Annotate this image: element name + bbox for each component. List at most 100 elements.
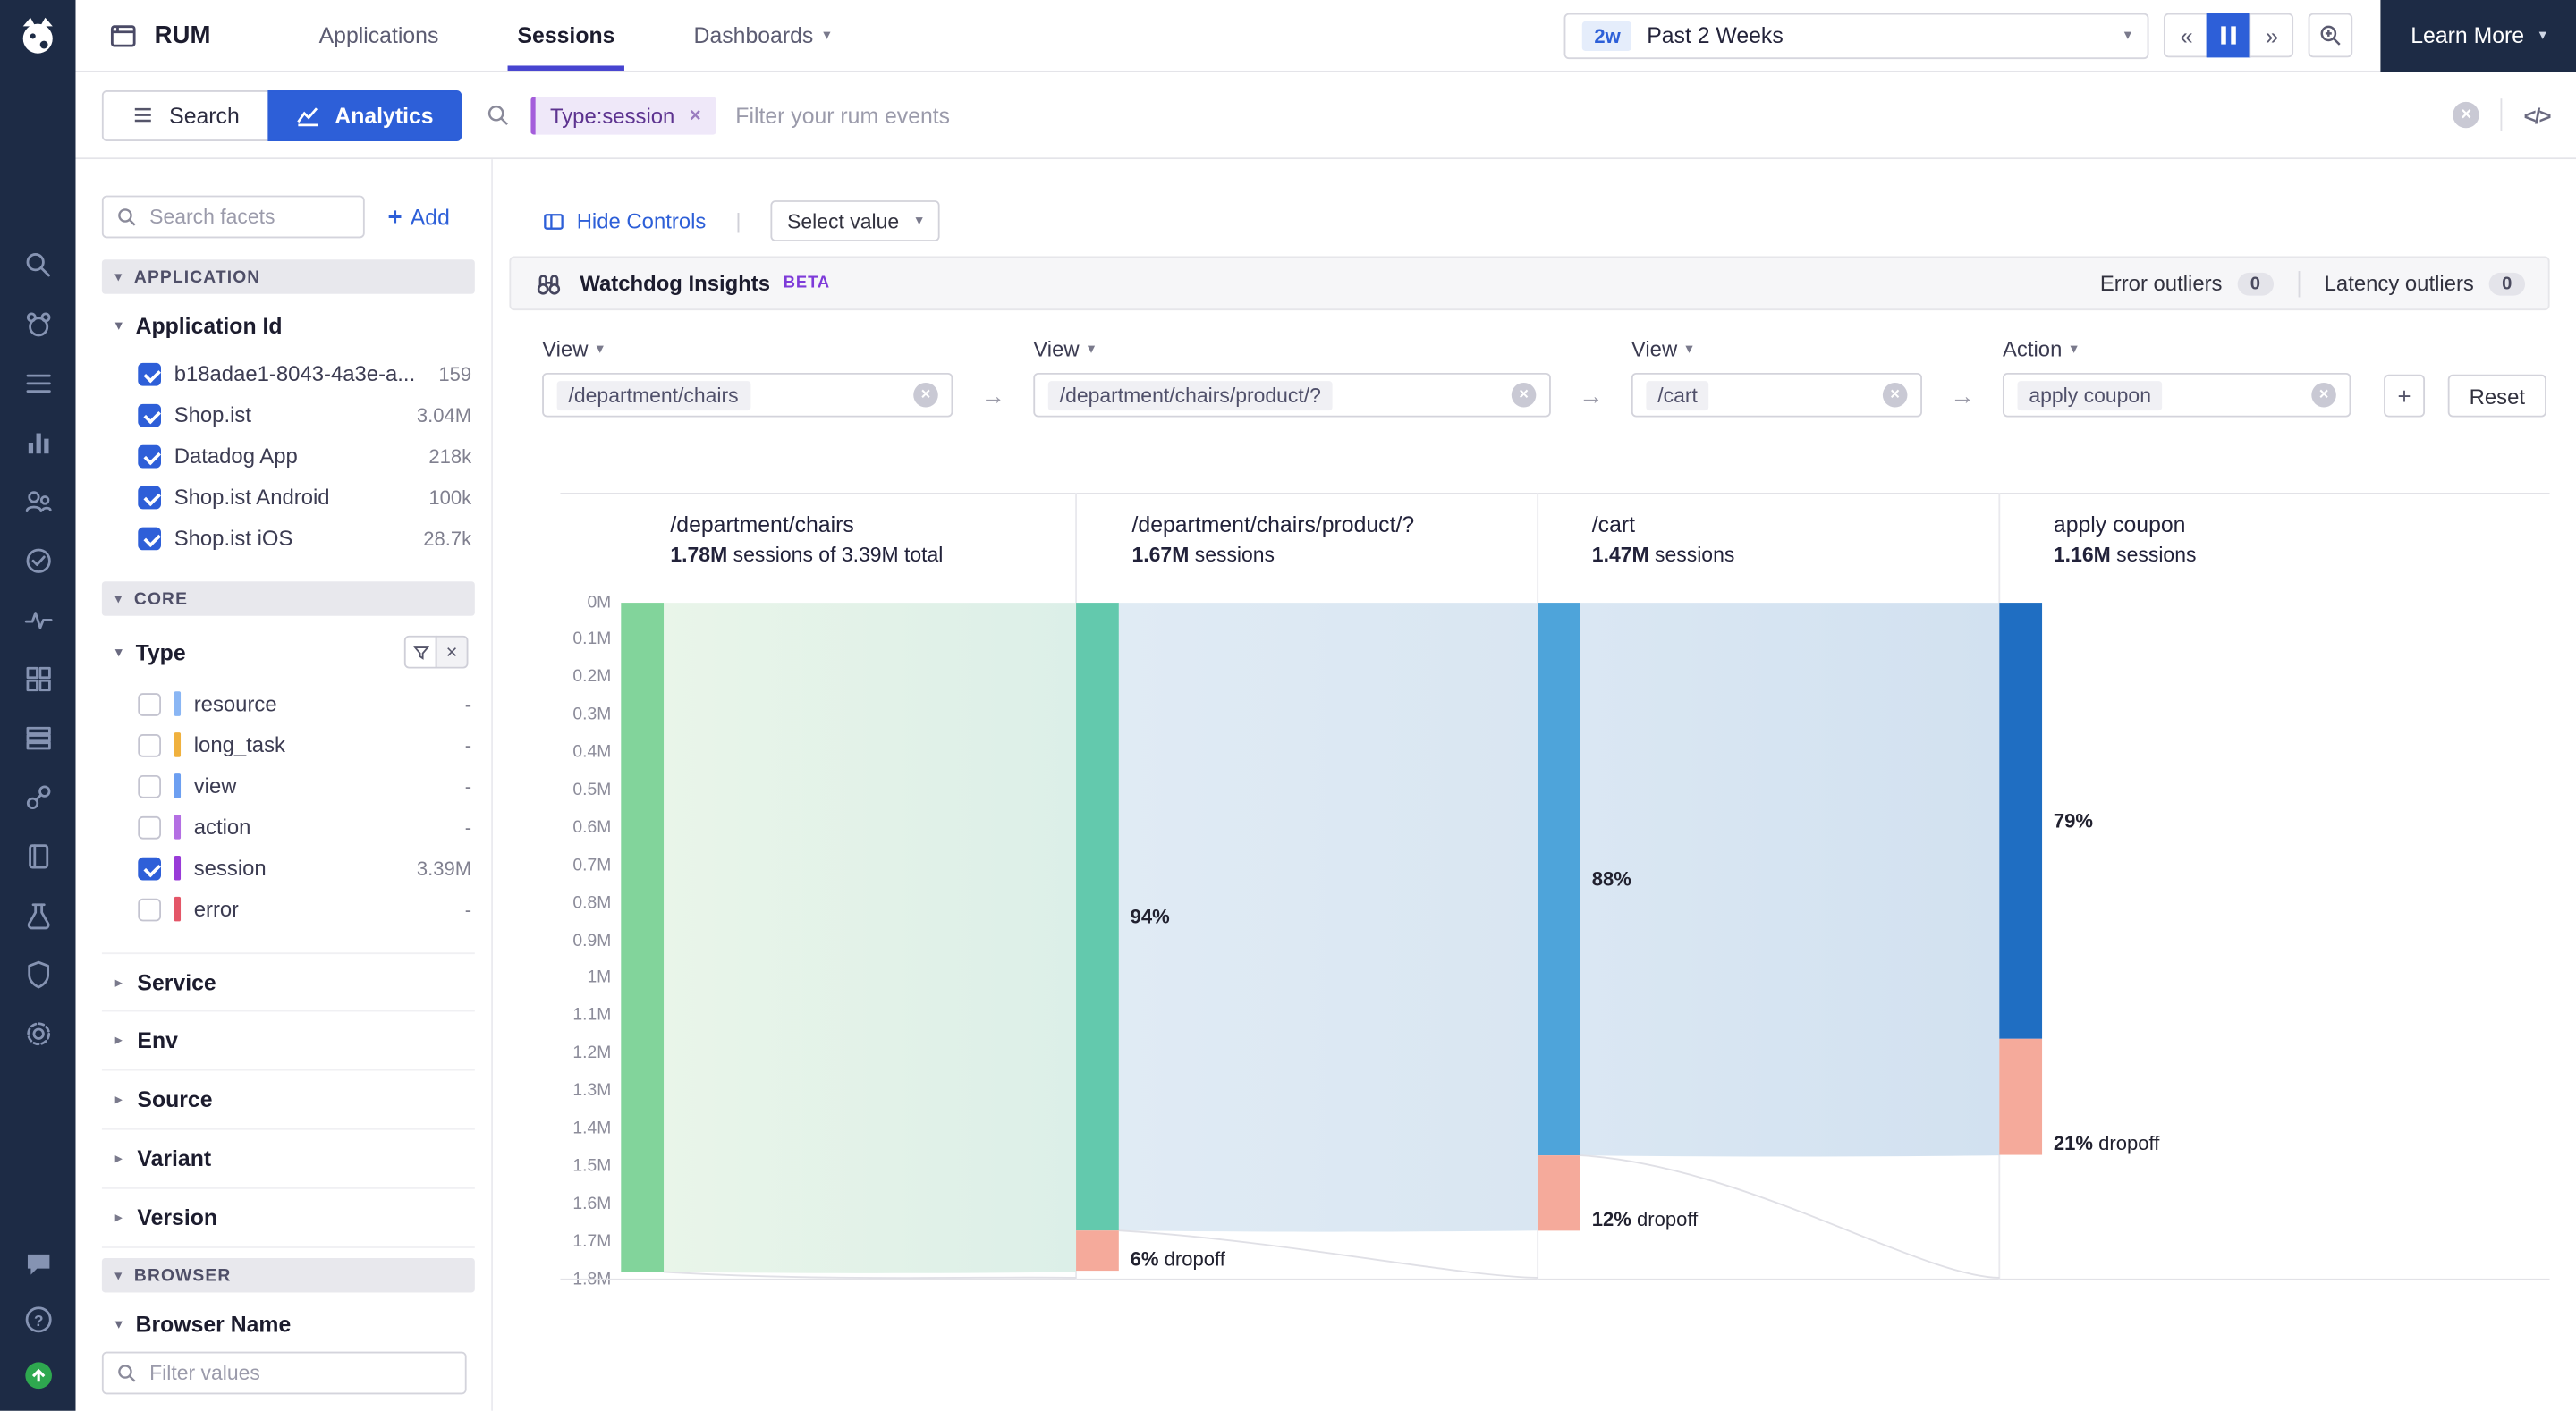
select-value-dropdown[interactable]: Select value ▾ <box>770 200 940 241</box>
checkbox[interactable] <box>138 444 161 468</box>
facet-group-version[interactable]: ▸ Version <box>101 1189 475 1248</box>
reset-button[interactable]: Reset <box>2447 374 2546 418</box>
status-icon[interactable] <box>22 1360 54 1391</box>
chat-icon[interactable] <box>22 1248 54 1280</box>
facet-item-application[interactable]: Shop.ist Android 100k <box>102 477 475 518</box>
filter-pill-type-session[interactable]: Type:session × <box>530 96 716 134</box>
facet-item-type[interactable]: session 3.39M <box>102 848 475 889</box>
checkbox[interactable] <box>138 692 161 715</box>
funnel-bar-step2[interactable] <box>1076 603 1119 1231</box>
add-facet-button[interactable]: + Add <box>387 202 450 232</box>
metrics-icon[interactable] <box>22 427 54 459</box>
facet-group-variant[interactable]: ▸ Variant <box>101 1130 475 1189</box>
security-icon[interactable] <box>22 959 54 991</box>
tab-search[interactable]: Search <box>101 89 269 141</box>
nav-sessions[interactable]: Sessions <box>478 0 654 71</box>
events-list-icon[interactable] <box>22 368 54 399</box>
dropoff-bar-step3[interactable] <box>1538 1155 1580 1231</box>
learn-more-button[interactable]: Learn More ▾ <box>2381 0 2576 72</box>
checkbox[interactable] <box>138 485 161 509</box>
facet-group-source[interactable]: ▸ Source <box>101 1071 475 1130</box>
zoom-search-button[interactable] <box>2309 13 2353 58</box>
error-outliers-link[interactable]: Error outliers <box>2099 271 2223 296</box>
rum-events-filter-input[interactable]: Type:session × Filter your rum events × … <box>486 96 2552 134</box>
clear-filter-button[interactable]: × <box>435 635 469 669</box>
facet-group-type[interactable]: ▾ Type × <box>102 635 475 669</box>
watchdog-icon[interactable] <box>22 308 54 340</box>
clear-query-icon[interactable]: × <box>2453 101 2480 129</box>
watchdog-insights-bar[interactable]: Watchdog Insights BETA Error outliers 0 … <box>509 256 2550 311</box>
apm-icon[interactable] <box>22 604 54 636</box>
checkbox[interactable] <box>138 526 161 550</box>
facet-search-input[interactable] <box>149 205 331 229</box>
step-type-dropdown[interactable]: View ▾ <box>1631 336 1693 362</box>
step-type-dropdown[interactable]: View ▾ <box>542 336 604 362</box>
facet-item-type[interactable]: action - <box>102 807 475 848</box>
rewind-button[interactable]: « <box>2164 13 2209 58</box>
facet-group-env[interactable]: ▸ Env <box>101 1011 475 1071</box>
section-core[interactable]: ▾ CORE <box>101 581 475 616</box>
facet-group-service[interactable]: ▸ Service <box>101 952 475 1012</box>
nav-applications[interactable]: Applications <box>318 22 439 48</box>
checkbox[interactable] <box>138 362 161 385</box>
datadog-logo[interactable] <box>13 12 63 61</box>
facet-group-browser-name[interactable]: ▾ Browser Name <box>114 1312 292 1338</box>
section-application[interactable]: ▾ APPLICATION <box>101 259 475 294</box>
time-range-picker[interactable]: 2w Past 2 Weeks ▾ <box>1564 12 2150 59</box>
browser-filter-box[interactable] <box>101 1351 467 1395</box>
step-value-input[interactable]: /department/chairs × <box>542 372 953 418</box>
checkbox[interactable] <box>138 733 161 756</box>
facet-item-type[interactable]: resource - <box>102 683 475 724</box>
close-icon[interactable]: × <box>689 103 701 127</box>
facet-search-box[interactable] <box>101 195 365 239</box>
infrastructure-icon[interactable] <box>22 722 54 754</box>
integrations-icon[interactable] <box>22 663 54 695</box>
facet-item-type[interactable]: error - <box>102 889 475 930</box>
checkbox[interactable] <box>138 815 161 839</box>
section-browser[interactable]: ▾ BROWSER <box>101 1257 475 1293</box>
facet-item-application[interactable]: Shop.ist 3.04M <box>102 394 475 435</box>
synthetics-icon[interactable] <box>22 900 54 932</box>
step-value-input[interactable]: apply coupon × <box>2002 372 2351 418</box>
help-icon[interactable]: ? <box>22 1304 54 1335</box>
clear-step-icon[interactable]: × <box>1882 382 1908 408</box>
code-view-icon[interactable]: </> <box>2523 102 2552 128</box>
clear-step-icon[interactable]: × <box>913 382 938 408</box>
clear-step-icon[interactable]: × <box>1511 382 1537 408</box>
organization-icon[interactable] <box>22 486 54 518</box>
checkbox[interactable] <box>138 897 161 921</box>
forward-button[interactable]: » <box>2250 13 2294 58</box>
facet-item-application[interactable]: Datadog App 218k <box>102 435 475 477</box>
add-step-button[interactable]: + <box>2384 374 2426 418</box>
hide-controls-button[interactable]: Hide Controls <box>542 208 706 233</box>
browser-filter-input[interactable] <box>149 1361 331 1385</box>
tab-analytics[interactable]: Analytics <box>267 89 462 141</box>
funnel-bar-step3[interactable] <box>1538 603 1580 1156</box>
dropoff-bar-step2[interactable] <box>1076 1230 1119 1272</box>
step-value-input[interactable]: /cart × <box>1631 372 1922 418</box>
clear-step-icon[interactable]: × <box>2311 382 2336 408</box>
checkbox[interactable] <box>138 402 161 427</box>
facet-item-application[interactable]: b18adae1-8043-4a3e-a... 159 <box>102 353 475 394</box>
latency-outliers-link[interactable]: Latency outliers <box>2324 271 2474 296</box>
facet-item-type[interactable]: view - <box>102 765 475 807</box>
network-icon[interactable] <box>22 782 54 813</box>
step-type-dropdown[interactable]: View ▾ <box>1033 336 1096 362</box>
ci-icon[interactable] <box>22 545 54 577</box>
filter-funnel-button[interactable] <box>403 635 437 669</box>
facet-item-type[interactable]: long_task - <box>102 724 475 765</box>
search-icon[interactable] <box>22 249 54 281</box>
pause-button[interactable] <box>2207 13 2252 58</box>
settings-gear-icon[interactable] <box>22 1018 54 1050</box>
funnel-bar-step4[interactable] <box>1999 603 2043 1039</box>
step-value-input[interactable]: /department/chairs/product/? × <box>1033 372 1551 418</box>
step-type-dropdown[interactable]: Action ▾ <box>2002 336 2078 362</box>
dropoff-bar-step4[interactable] <box>1999 1038 2043 1155</box>
funnel-bar-step1[interactable] <box>621 603 665 1272</box>
facet-group-application-id[interactable]: ▾ Application Id <box>114 313 283 339</box>
facet-item-application[interactable]: Shop.ist iOS 28.7k <box>102 518 475 559</box>
notebooks-icon[interactable] <box>22 841 54 872</box>
checkbox[interactable] <box>138 774 161 798</box>
checkbox[interactable] <box>138 856 161 880</box>
nav-dashboards[interactable]: Dashboards ▾ <box>693 22 831 48</box>
